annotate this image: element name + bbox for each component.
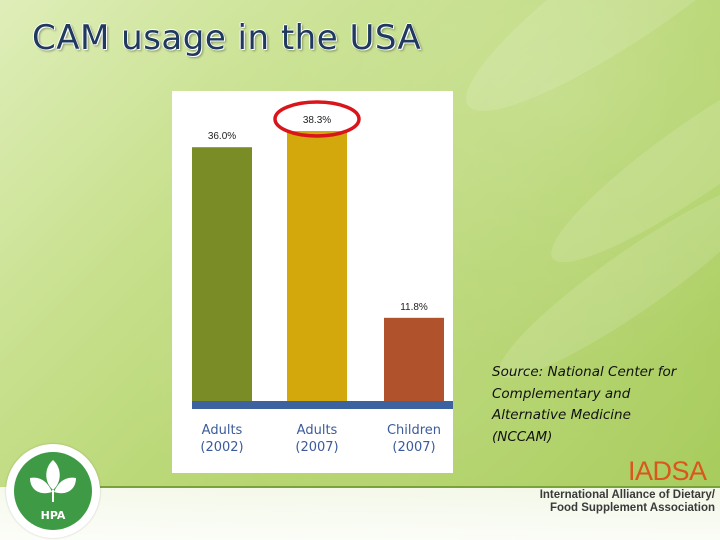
footer-band	[0, 487, 720, 540]
source-line: (NCCAM)	[492, 428, 553, 445]
hpa-logo-text: HPA	[40, 509, 66, 522]
iadsa-subtitle-line: International Alliance of Dietary/	[539, 489, 715, 501]
bar-chart-panel: 36.0% Adults (2002) 38.3% Adults (2007) 11.8% C…	[172, 91, 453, 473]
source-line: Complementary and	[492, 385, 631, 402]
category-label: (2002)	[200, 440, 243, 455]
bar	[192, 147, 252, 401]
bar-value-label: 38.3%	[303, 115, 331, 126]
iadsa-subtitle-line: Food Supplement Association	[549, 502, 715, 514]
iadsa-logo: IADSA	[628, 456, 707, 486]
background-leaf-highlight	[442, 0, 720, 143]
bar	[384, 317, 444, 401]
source-line: Source: National Center for	[492, 364, 677, 380]
source-line: Alternative Medicine	[492, 407, 631, 423]
footer-divider	[100, 486, 720, 488]
category-label: Children	[387, 423, 441, 438]
category-label: (2007)	[392, 440, 435, 455]
slide-title: CAM usage in the USA	[32, 18, 422, 58]
source-note: Source: National Center for Complementar…	[492, 362, 712, 448]
category-label: Adults	[297, 423, 338, 438]
category-label: Adults	[202, 423, 243, 438]
bar-value-label: 36.0%	[208, 131, 236, 142]
bar-value-label: 11.8%	[400, 302, 428, 313]
iadsa-subtitle: International Alliance of Dietary/ Food …	[535, 489, 715, 515]
bar	[287, 131, 347, 401]
category-label: (2007)	[295, 440, 338, 455]
bar-chart: 36.0% Adults (2002) 38.3% Adults (2007) 11.8% C…	[192, 100, 453, 455]
highlight-ellipse	[273, 100, 361, 138]
x-axis-baseline	[192, 401, 453, 409]
hpa-leaf-icon	[30, 460, 76, 502]
